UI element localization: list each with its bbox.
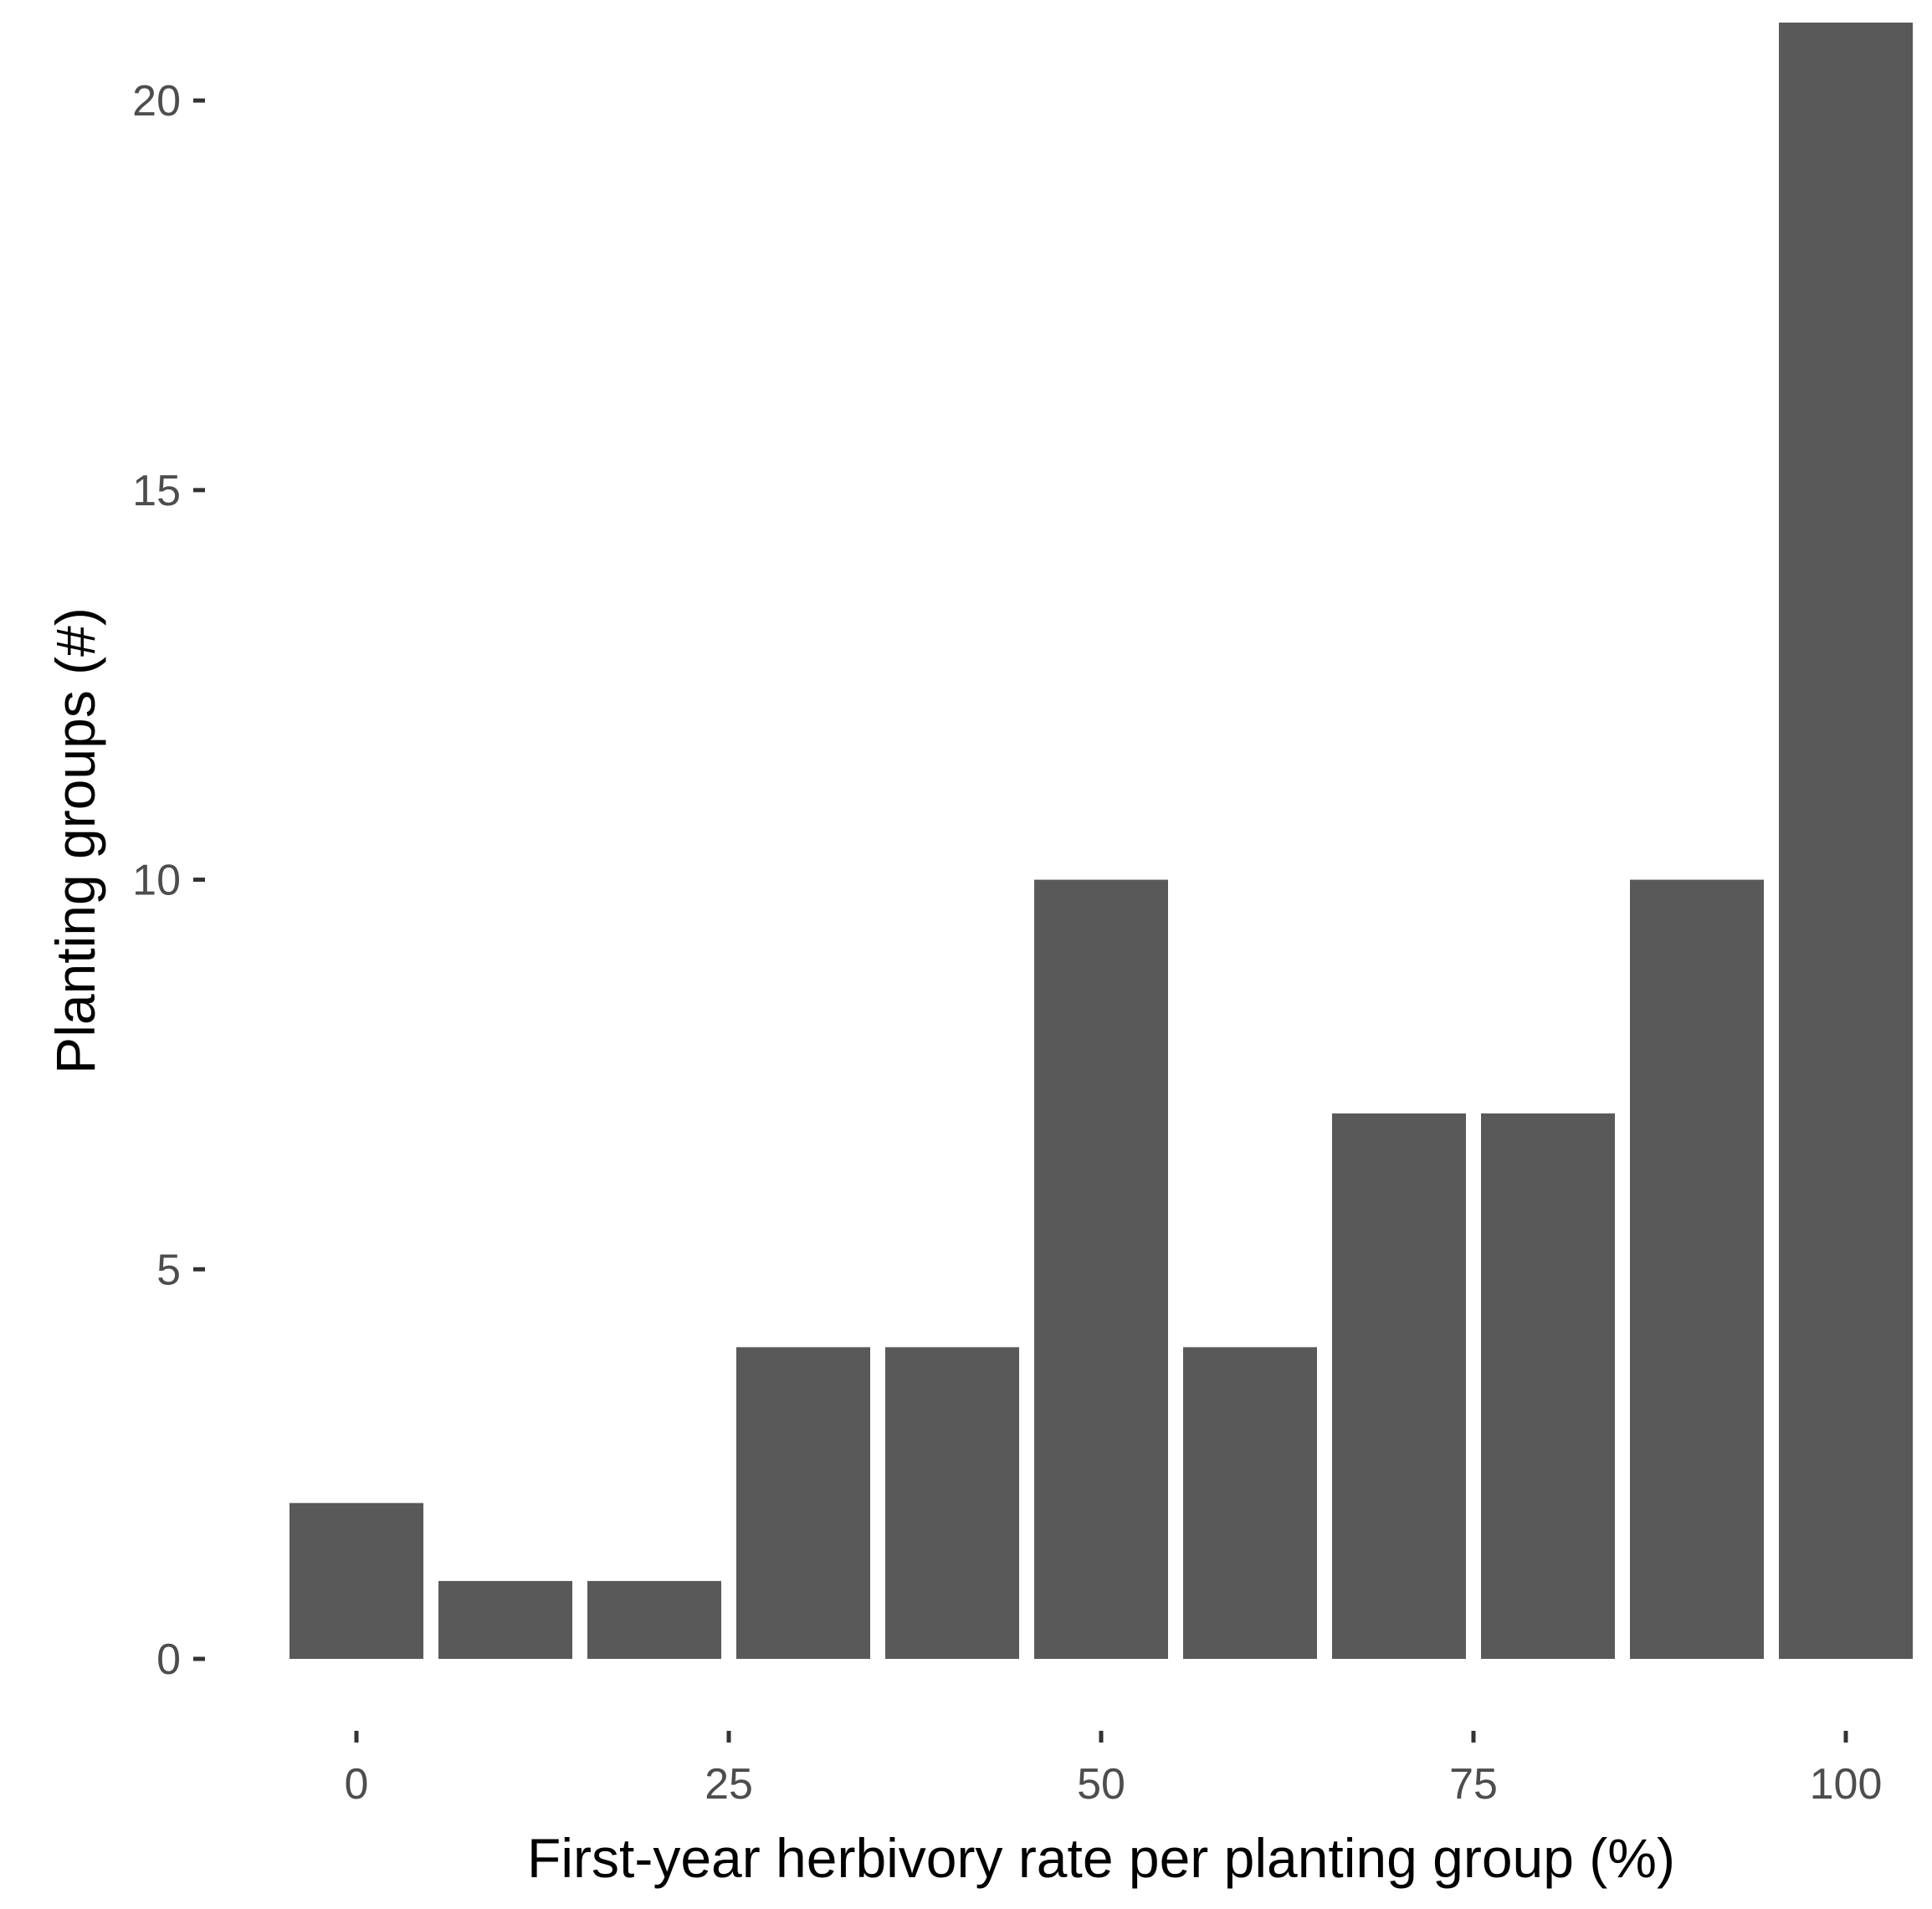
y-tick-label: 0 <box>156 1635 181 1684</box>
bar-2 <box>587 1580 721 1659</box>
x-tick-label: 25 <box>705 1760 753 1809</box>
x-tick-label: 50 <box>1077 1760 1125 1809</box>
bar-8 <box>1481 1113 1615 1659</box>
y-tick-label: 10 <box>132 857 181 905</box>
bar-10 <box>1779 23 1913 1659</box>
bar-3 <box>736 1347 870 1659</box>
y-tick-label: 20 <box>132 77 181 125</box>
x-tick-label: 100 <box>1810 1760 1883 1809</box>
x-tick-label: 75 <box>1449 1760 1498 1809</box>
y-tick-label: 5 <box>156 1246 181 1294</box>
bar-0 <box>290 1502 423 1659</box>
bar-1 <box>438 1580 572 1659</box>
x-axis: 0 25 50 75 100 <box>345 1731 1883 1809</box>
bar-6 <box>1183 1347 1317 1659</box>
x-tick-label: 0 <box>345 1760 369 1809</box>
bars-group <box>290 23 1913 1659</box>
x-axis-title: First-year herbivory rate per planting g… <box>527 1827 1675 1889</box>
bar-4 <box>885 1347 1019 1659</box>
bar-5 <box>1034 879 1168 1659</box>
y-axis-title: Planting groups (#) <box>44 607 106 1074</box>
bar-9 <box>1630 879 1764 1659</box>
bar-7 <box>1332 1113 1466 1659</box>
y-tick-label: 15 <box>132 467 181 515</box>
y-axis: 0 5 10 15 20 <box>132 77 205 1684</box>
